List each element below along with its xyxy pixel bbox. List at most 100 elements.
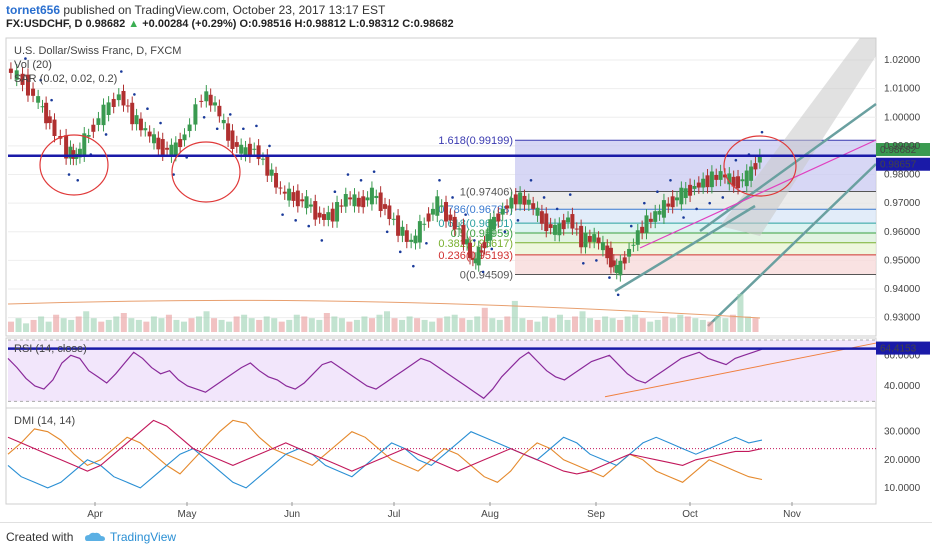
sar-dot — [120, 70, 123, 73]
fib-band — [515, 242, 876, 255]
time-tick-label: Jun — [284, 509, 300, 520]
candle-body — [25, 74, 30, 96]
volume-bar — [474, 316, 481, 332]
volume-bar — [579, 311, 586, 332]
candle-body — [269, 169, 274, 176]
candle-body — [361, 196, 366, 208]
volume-bar — [556, 314, 563, 332]
volume-bar — [338, 318, 345, 332]
candle-body — [482, 242, 487, 249]
sar-dot — [133, 93, 136, 96]
dmi-pane[interactable] — [5, 407, 877, 505]
candle-body — [86, 135, 91, 137]
candle-body — [20, 73, 25, 85]
candle-body — [256, 145, 261, 159]
published-text: published on TradingView.com, October 23… — [63, 3, 386, 17]
sar-dot — [464, 213, 467, 216]
candle-body — [627, 248, 632, 257]
candle-body — [670, 196, 675, 208]
candle-body — [692, 186, 697, 189]
volume-bar — [662, 316, 669, 332]
volume-bar — [406, 316, 413, 332]
candle-body — [736, 176, 741, 189]
volume-bar — [263, 316, 270, 332]
candle-body — [579, 225, 584, 248]
volume-bar — [609, 318, 616, 332]
time-tick-label: Aug — [481, 509, 499, 520]
candle-body — [213, 102, 218, 106]
candle-body — [587, 236, 592, 242]
volume-bar — [737, 294, 744, 332]
candle-body — [204, 91, 209, 102]
price-tick-label: 1.00000 — [884, 112, 921, 123]
candle-body — [465, 239, 470, 245]
volume-bar — [331, 316, 338, 332]
volume-bar — [519, 318, 526, 332]
quote-line: FX:USDCHF, D 0.98682 ▲ +0.00284 (+0.29%)… — [6, 18, 454, 30]
fib-level-label: 0.382(0.95617) — [438, 238, 513, 250]
dmi-tick-label: 20.0000 — [884, 455, 921, 466]
dmi-tick-label: 10.0000 — [884, 483, 921, 494]
candle-body — [44, 102, 49, 124]
candle-body — [479, 250, 484, 253]
sar-dot — [412, 264, 415, 268]
dmi-series-line — [7, 419, 763, 483]
candle-body — [111, 98, 116, 107]
sar-dot — [215, 127, 219, 131]
volume-bar — [677, 314, 684, 332]
candle-body — [570, 214, 575, 229]
candle-body — [313, 201, 318, 220]
candle-body — [618, 260, 623, 276]
rsi-legend: RSI (14, close) — [14, 343, 87, 355]
time-tick-label: Sep — [587, 509, 605, 520]
volume-bar — [180, 321, 187, 332]
candle-body — [260, 158, 265, 160]
candle-body — [701, 178, 706, 188]
candle-body — [383, 204, 387, 209]
candle-body — [374, 195, 379, 199]
sar-dot — [172, 173, 175, 176]
sar-dot — [104, 133, 108, 136]
candle-body — [217, 105, 222, 117]
horizontal-line[interactable]: 0.98657 0.98682 — [8, 143, 930, 171]
volume-bar — [353, 319, 360, 332]
sar-dot — [608, 276, 611, 279]
candle-body — [221, 119, 226, 124]
candle-body — [8, 68, 13, 73]
price-tick-label: 0.95000 — [884, 255, 921, 266]
volume-bar — [75, 316, 82, 332]
channel-band — [720, 38, 876, 236]
candle-body — [356, 197, 361, 207]
candle-body — [539, 211, 544, 224]
symbol-label: FX:USDCHF, D — [6, 18, 83, 30]
volume-bar — [203, 311, 210, 332]
rsi-tick-label: 40.0000 — [884, 381, 921, 392]
sar-dot — [481, 270, 485, 274]
candle-body — [467, 242, 472, 259]
candle-body — [52, 119, 57, 136]
candle-body — [64, 135, 69, 159]
candle-body — [426, 213, 431, 222]
sar-dot — [268, 144, 271, 148]
volume-bar — [316, 319, 323, 332]
candle-body — [404, 230, 409, 242]
volume-bar — [120, 313, 127, 332]
volume-bar — [496, 319, 503, 332]
volume-bar — [346, 321, 353, 332]
candle-body — [417, 221, 422, 243]
tradingview-link[interactable]: TradingView — [110, 530, 177, 544]
candle-body — [91, 124, 96, 132]
sar-dot — [146, 107, 149, 111]
chart-canvas[interactable]: 1.618(0.99199)1(0.97406)0.786(0.96788)0.… — [0, 36, 932, 522]
volume-bar — [384, 311, 391, 332]
candle-body — [727, 173, 732, 185]
ohlc-high: H:0.98812 — [294, 18, 346, 30]
candle-body — [622, 257, 627, 264]
volume-bar — [632, 314, 639, 332]
author-link[interactable]: tornet656 — [6, 3, 61, 17]
candle-body — [679, 187, 684, 205]
sar-dot — [425, 241, 428, 245]
candle-body — [378, 192, 383, 212]
sar-dot — [734, 158, 738, 162]
rsi-value-badge — [876, 341, 930, 355]
